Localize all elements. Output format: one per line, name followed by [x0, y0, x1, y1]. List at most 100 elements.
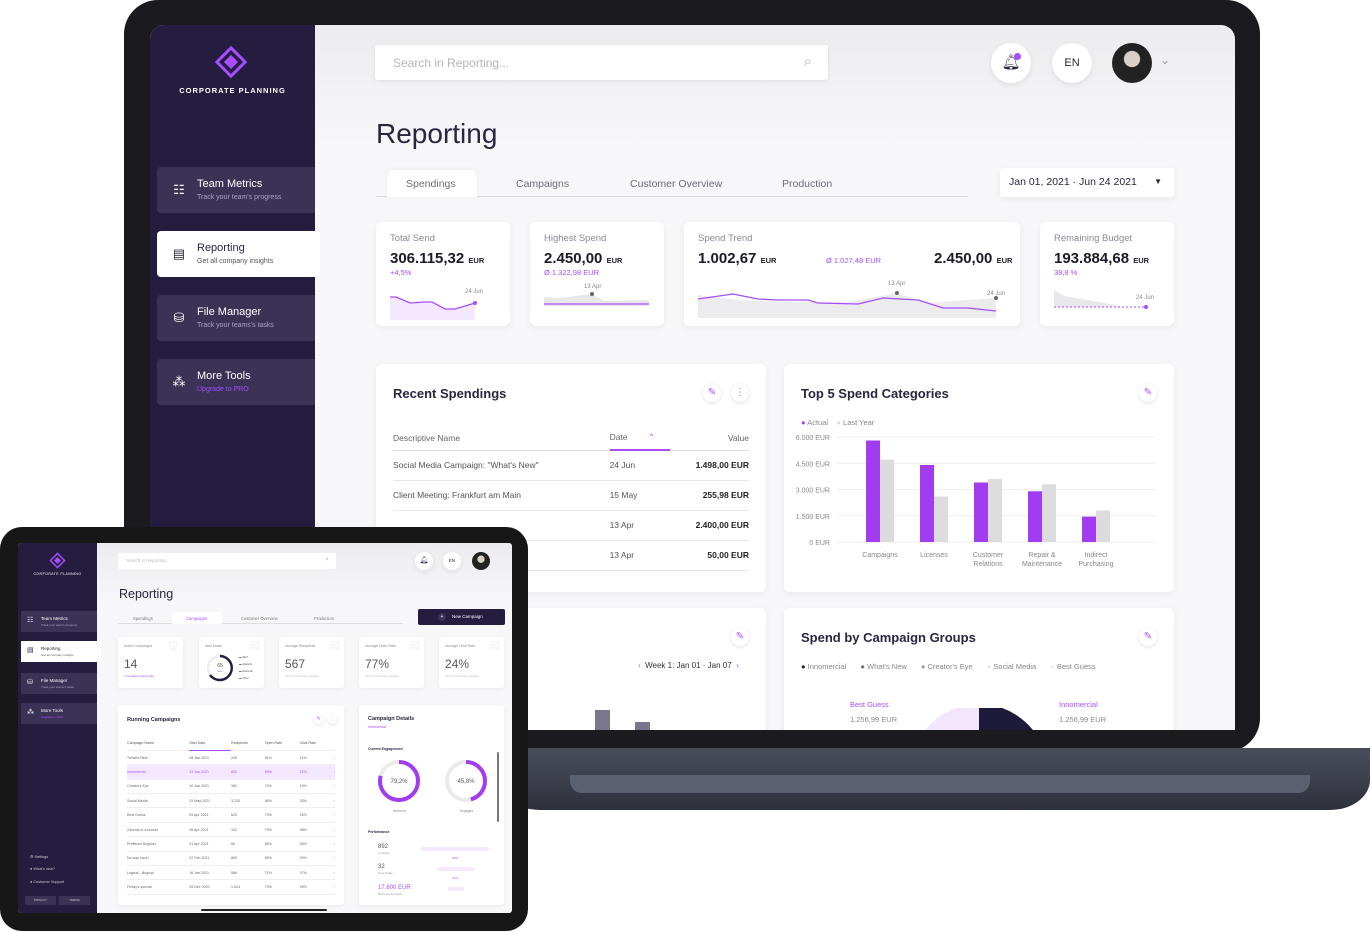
table-row[interactable]: "What's New" 28 Jan 2021 240 81% 11% ›: [127, 750, 335, 766]
chevron-right-icon[interactable]: ›: [332, 779, 335, 795]
chevron-right-icon[interactable]: ›: [736, 661, 739, 670]
more-vertical-icon[interactable]: ⋮: [412, 643, 417, 648]
column-header[interactable]: Start Date: [189, 736, 231, 751]
tab-customer-overview[interactable]: Customer Overview: [630, 178, 723, 190]
sidebar-item-file-manager[interactable]: ⛁ File Manager Track your teams's tasks: [21, 673, 97, 694]
tab-campaigns[interactable]: Campaigns: [516, 178, 570, 190]
date-range-select[interactable]: Jan 01, 2021 · Jun 24 2021 ▼: [1000, 168, 1174, 197]
sidebar-item-file-manager[interactable]: ⛁ File Manager Track your teams's tasks: [157, 295, 315, 341]
running-campaigns-card: Running Campaigns ✎ ⋮ Campaign Name Start…: [118, 705, 344, 905]
sidebar-item-more-tools[interactable]: ⁂ More Tools Upgrade to PRO: [21, 703, 97, 724]
brand-name: CORPORATE PLANNING: [33, 572, 82, 576]
notification-button[interactable]: 🔔︎: [991, 43, 1031, 83]
terms-link[interactable]: TERMS: [59, 896, 90, 905]
sidebar-item-team-metrics[interactable]: ☷ Team Metrics Track your team's progress: [157, 167, 315, 213]
more-button[interactable]: ⋮: [731, 384, 749, 402]
table-cell: 28 Jan 2021: [189, 750, 231, 766]
sidebar-item-reporting[interactable]: ▤ Reporting Get all company insights: [21, 641, 101, 662]
more-vertical-icon[interactable]: ⋮: [492, 643, 497, 648]
footer-support[interactable]: ● Customer Support: [30, 880, 65, 884]
tablet-screen: CORPORATE PLANNING ☷ Team Metrics Track yo…: [18, 543, 512, 913]
chevron-right-icon[interactable]: ›: [332, 750, 335, 766]
chevron-right-icon[interactable]: ›: [332, 807, 335, 823]
bar-last-year[interactable]: [880, 459, 894, 542]
chevron-right-icon[interactable]: ›: [332, 865, 335, 881]
privacy-link[interactable]: PRIVACY: [25, 896, 56, 905]
chevron-right-icon[interactable]: ›: [332, 764, 335, 780]
bar-actual[interactable]: [1028, 491, 1042, 542]
language-button[interactable]: EN: [443, 552, 461, 570]
new-campaign-button[interactable]: + New Campaign: [418, 609, 505, 625]
nav-label: Reporting: [41, 646, 61, 651]
bar-last-year[interactable]: [1096, 510, 1110, 543]
bar-actual[interactable]: [974, 482, 988, 543]
table-row[interactable]: Friday's special 05 Dec 2020 1.024 73% 28% ›: [127, 879, 335, 895]
more-vertical-icon[interactable]: ⋮: [252, 643, 257, 648]
column-header[interactable]: Campaign Name: [127, 736, 190, 751]
sidebar-item-reporting[interactable]: ▤ Reporting Get all company insights: [157, 231, 320, 277]
column-header[interactable]: Click Rate: [299, 736, 333, 751]
tab-production[interactable]: Production: [782, 178, 833, 190]
bar-actual[interactable]: [866, 440, 880, 543]
table-row[interactable]: Innomercial 13 Jan 2021 892 69% 21% ›: [127, 764, 335, 780]
bar-actual[interactable]: [920, 465, 934, 542]
chevron-left-icon[interactable]: ‹: [638, 661, 641, 670]
avatar[interactable]: [472, 552, 490, 570]
week-label: Week 1: Jan 01 · Jan 07: [645, 661, 732, 670]
chevron-right-icon[interactable]: ›: [332, 851, 335, 867]
table-cell: 240: [230, 750, 265, 766]
footer-whats-new[interactable]: ● What's new?: [30, 867, 55, 871]
column-header[interactable]: Recipients: [230, 736, 265, 751]
chevron-down-icon[interactable]: ⌄: [1160, 53, 1171, 67]
chevron-right-icon[interactable]: ›: [332, 793, 335, 809]
edit-button[interactable]: ✎: [314, 715, 323, 724]
sidebar-item-team-metrics[interactable]: ☷ Team Metrics Track your team's progress: [21, 611, 97, 632]
column-header[interactable]: Open Rate: [264, 736, 300, 751]
tab-campaigns[interactable]: Campaigns: [186, 616, 208, 621]
tab-spendings[interactable]: Spendings: [133, 616, 153, 621]
table-row[interactable]: Client Meeting: Frankfurt am Main 15 May 2…: [393, 480, 749, 511]
top5-bar-chart: 6.000 EUR 4.500 EUR 3.000 EUR 1.500 EUR 0 EU…: [796, 435, 1156, 568]
table-row[interactable]: Social Media Campaign: "What's New" 24 Ju…: [393, 450, 749, 481]
tab-active-bg: [172, 612, 222, 624]
language-button[interactable]: EN: [1052, 43, 1092, 83]
page-title: Reporting: [119, 587, 174, 601]
table-row[interactable]: No way back! 22 Feb 2021 869 89% 29% ›: [127, 851, 335, 867]
edit-button[interactable]: ✎: [731, 628, 749, 646]
sidebar-item-more-tools[interactable]: ⁂ More Tools Upgrade to PRO: [157, 359, 315, 405]
table-row[interactable]: Best Guess 09 Apr 2021 625 73% 26% ›: [127, 807, 335, 823]
scrollbar[interactable]: [497, 752, 499, 822]
chevron-right-icon[interactable]: ›: [332, 822, 335, 838]
avatar[interactable]: [1112, 43, 1152, 83]
edit-button[interactable]: ✎: [703, 384, 721, 402]
footer-settings[interactable]: ⚙ Settings: [30, 855, 49, 859]
more-button[interactable]: ⋮: [328, 715, 337, 724]
table-row[interactable]: Creator's Eye 10 Jan 2021 362 74% 19% ›: [127, 779, 335, 795]
search-input[interactable]: Search in Reporting... ⌕: [118, 553, 336, 569]
tab-customer-overview[interactable]: Customer Overview: [241, 616, 278, 621]
edit-button[interactable]: ✎: [1139, 628, 1157, 646]
chevron-right-icon[interactable]: ›: [332, 836, 335, 852]
bar-actual[interactable]: [1082, 516, 1096, 542]
table-cell: 16 Jan 2021: [189, 865, 231, 881]
cell-date: 24 Jun: [609, 450, 670, 481]
tab-production[interactable]: Production: [314, 616, 335, 621]
table-row[interactable]: Preffered Supplier 01 Apr 2021 96 65% 06% ›: [127, 836, 335, 852]
tab-spendings[interactable]: Spendings: [406, 178, 456, 190]
table-row[interactable]: Logical - Illogical 16 Jan 2021 586 71% 37% ›: [127, 865, 335, 881]
edit-button[interactable]: ✎: [1139, 384, 1157, 402]
bar-last-year[interactable]: [988, 479, 1002, 542]
table-row[interactable]: 24cents in a bucket 06 Apr 2021 102 79% 08% ›: [127, 822, 335, 838]
bar-last-year[interactable]: [934, 496, 948, 543]
notification-button[interactable]: 🔔︎: [415, 552, 433, 570]
table-row[interactable]: Social Media 22 May 2021 3.235 56% 33% ›: [127, 793, 335, 809]
column-header-date[interactable]: Date ⌃: [609, 426, 670, 451]
chevron-right-icon[interactable]: ›: [332, 879, 335, 895]
bar-last-year[interactable]: [1042, 484, 1056, 542]
card-title: Campaign Details: [368, 716, 415, 722]
more-vertical-icon[interactable]: ⋮: [332, 643, 337, 648]
search-input[interactable]: Search in Reporting... ⌕: [375, 45, 828, 80]
table-cell: 586: [230, 865, 265, 881]
more-vertical-icon[interactable]: ⋮: [171, 643, 176, 648]
table-cell: Innomercial: [127, 764, 190, 780]
